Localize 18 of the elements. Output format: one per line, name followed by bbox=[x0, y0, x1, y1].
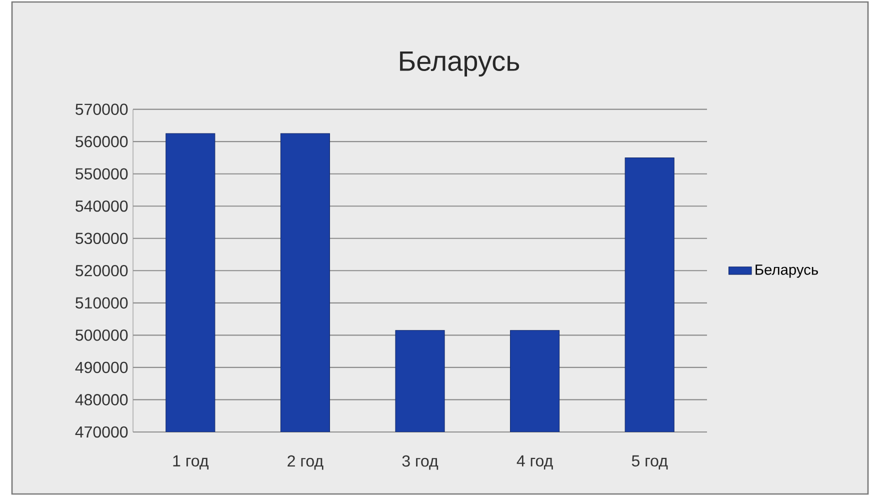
legend-label: Беларусь bbox=[756, 264, 818, 278]
y-tick-label: 520000 bbox=[76, 264, 128, 276]
y-tick-label: 500000 bbox=[76, 330, 128, 341]
x-tick-label: 1 год bbox=[173, 455, 208, 470]
y-tick-label: 530000 bbox=[76, 232, 128, 244]
y-tick-label: 560000 bbox=[76, 136, 128, 148]
x-tick-label: 5 год bbox=[632, 455, 668, 470]
y-tick-label: 480000 bbox=[75, 394, 128, 406]
y-tick-label: 490000 bbox=[75, 362, 128, 374]
x-tick-label: 2 год bbox=[288, 455, 324, 470]
y-tick-label: 540000 bbox=[76, 200, 128, 212]
x-tick-label: 4 год bbox=[516, 455, 553, 470]
y-tick-label: 570000 bbox=[76, 104, 128, 115]
y-tick-label: 470000 bbox=[75, 426, 128, 438]
chart-title: Беларусь bbox=[400, 51, 520, 77]
y-tick-label: 510000 bbox=[76, 297, 128, 309]
y-tick-label: 550000 bbox=[76, 168, 128, 180]
x-tick-label: 3 год bbox=[402, 455, 438, 470]
